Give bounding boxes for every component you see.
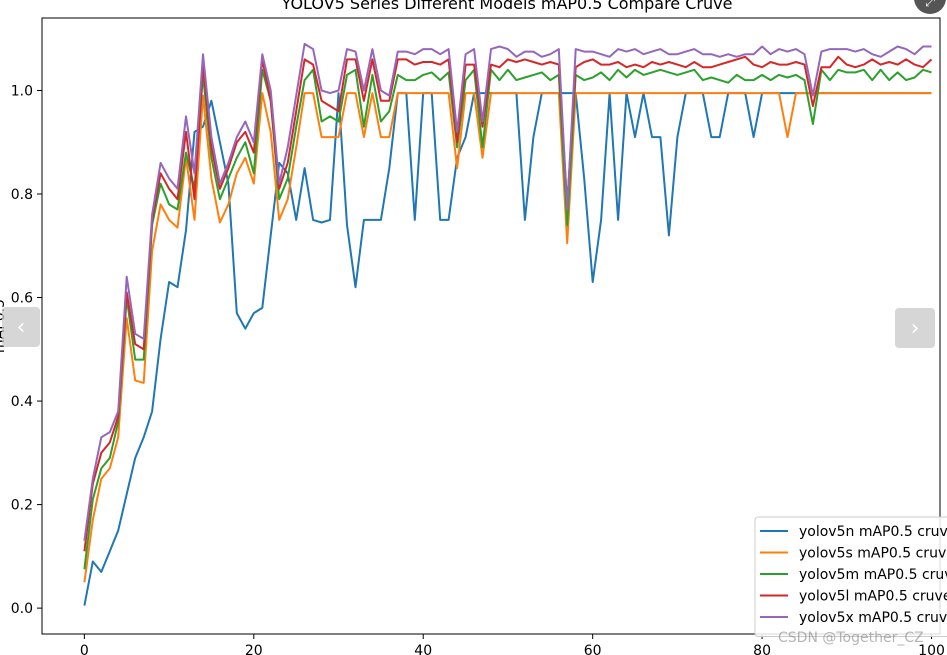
legend-label: yolov5x mAP0.5 cruve xyxy=(799,610,947,626)
x-tick-label: 100 xyxy=(918,643,945,655)
x-tick-label: 80 xyxy=(753,643,771,655)
legend-box xyxy=(754,516,947,637)
watermark: CSDN @Together_CZ xyxy=(778,630,924,646)
expand-icon: ⤢ xyxy=(925,0,935,9)
x-tick-label: 20 xyxy=(245,643,263,655)
next-image-button[interactable]: › xyxy=(895,308,935,348)
expand-button[interactable]: ⤢ xyxy=(914,0,946,14)
series-line-2 xyxy=(83,92,932,583)
legend-label: yolov5l mAP0.5 cruve xyxy=(799,589,947,605)
y-tick-label: 0.4 xyxy=(11,394,33,410)
legend-label: yolov5s mAP0.5 cruve xyxy=(799,546,947,562)
legend-label: yolov5n mAP0.5 cruve xyxy=(799,524,947,540)
series-line-5 xyxy=(83,42,932,541)
y-tick-label: 0.2 xyxy=(11,498,33,514)
chart-title: YOLOV5 Series Different Models mAP0.5 Co… xyxy=(281,0,733,13)
y-tick-label: 1.0 xyxy=(11,83,33,99)
plot-frame xyxy=(41,17,941,635)
x-tick-label: 40 xyxy=(414,643,432,655)
x-tick-label: 0 xyxy=(80,643,89,655)
legend: yolov5n mAP0.5 cruve yolov5s mAP0.5 cruve… xyxy=(754,516,947,637)
previous-image-button[interactable]: ‹ xyxy=(2,307,40,347)
legend-label: yolov5m mAP0.5 cruve xyxy=(799,567,947,583)
chevron-left-icon: ‹ xyxy=(16,314,26,340)
chevron-right-icon: › xyxy=(910,315,920,341)
y-axis-ticks: 0.0 0.2 0.4 0.6 0.8 1.0 xyxy=(11,83,42,617)
y-tick-label: 0.8 xyxy=(11,187,33,203)
x-axis-ticks: 0 20 40 60 80 100 xyxy=(80,634,945,655)
y-tick-label: 0.6 xyxy=(11,291,33,307)
series-line-3 xyxy=(83,68,932,570)
plot-lines xyxy=(83,42,933,606)
x-tick-label: 60 xyxy=(584,643,602,655)
y-tick-label: 0.0 xyxy=(11,601,33,617)
series-line-4 xyxy=(83,55,933,552)
